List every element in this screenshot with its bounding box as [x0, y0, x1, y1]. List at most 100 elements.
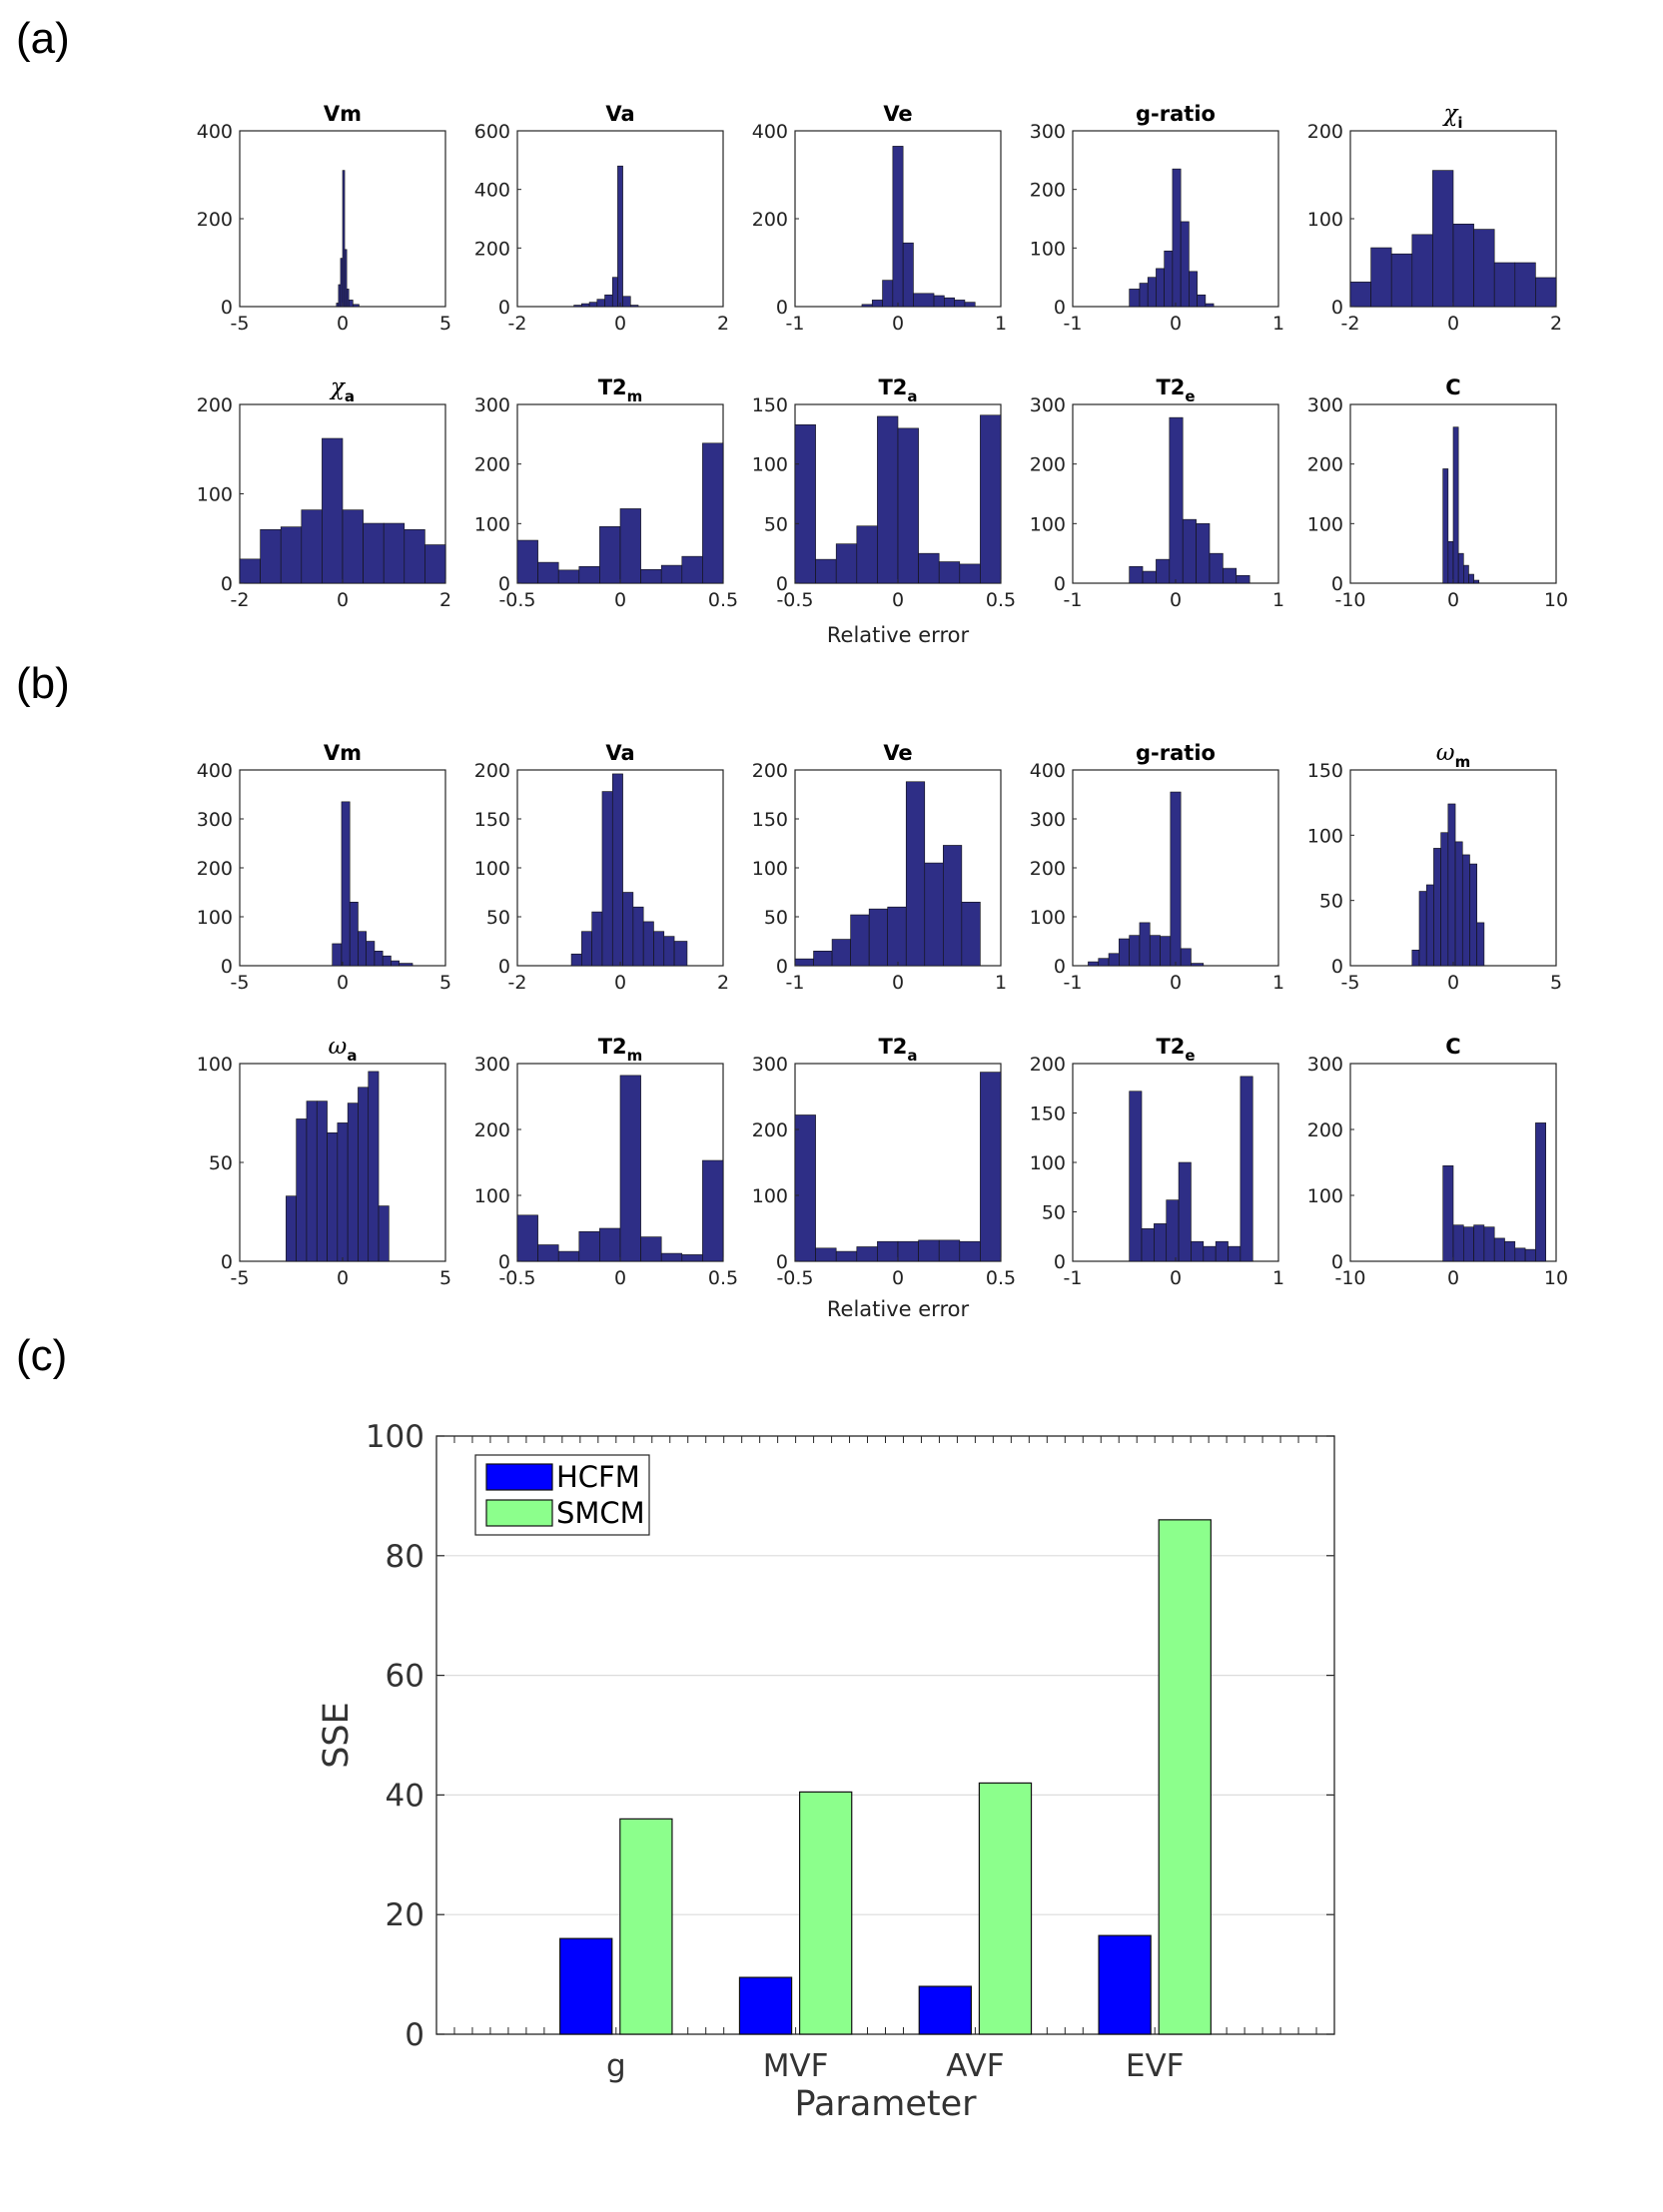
x-tick-label: 0: [892, 1267, 904, 1289]
y-tick-label: 300: [1030, 121, 1066, 143]
histogram-bar: [622, 296, 631, 308]
y-tick-label: 0: [221, 1251, 233, 1273]
histogram-bar: [1493, 1237, 1505, 1262]
y-tick-label: 50: [764, 907, 788, 929]
histogram-bar: [905, 781, 926, 967]
subplot-title: χa: [329, 374, 355, 405]
histogram-bar: [1440, 832, 1449, 967]
histogram-bar: [516, 539, 538, 584]
histogram-bar: [1142, 570, 1157, 584]
histogram-bar: [1129, 565, 1144, 584]
y-tick-label: 200: [197, 858, 233, 880]
y-tick-label: 100: [474, 1185, 510, 1207]
y-tick-label: 200: [474, 238, 510, 260]
y-tick-label: 0: [1331, 573, 1343, 595]
x-tick-label: 1: [1272, 972, 1284, 994]
histogram-bar: [681, 555, 703, 584]
histogram-bar: [835, 543, 858, 584]
y-tick-label: 0: [1331, 297, 1343, 319]
histogram-bar: [581, 303, 590, 308]
subplot-title: χi: [1441, 101, 1462, 132]
histogram-bar: [368, 1071, 380, 1262]
y-tick-label: 0: [498, 1251, 510, 1273]
x-tick-label: 0.5: [986, 589, 1016, 611]
y-tick-label: 100: [197, 1054, 233, 1076]
x-tick-label: 1: [995, 972, 1007, 994]
y-tick-label: 150: [1030, 1104, 1066, 1125]
histogram-bar: [537, 561, 559, 584]
y-tick-label: 300: [752, 1054, 788, 1076]
x-tick-label: -5: [231, 313, 250, 335]
x-tick-label: 0.5: [986, 1267, 1016, 1289]
bar-smcm: [1158, 1519, 1212, 2035]
y-tick-label: 150: [474, 809, 510, 831]
histogram-bar: [1215, 1240, 1229, 1262]
x-tick-label: 5: [439, 313, 451, 335]
histogram-bar: [861, 304, 873, 308]
x-tick-label: g: [606, 2048, 626, 2084]
y-tick-label: 150: [752, 809, 788, 831]
histogram-bar: [537, 1244, 559, 1262]
histogram-bar: [383, 522, 406, 584]
y-tick-label: 0: [221, 573, 233, 595]
x-tick-label: -1: [1064, 1267, 1083, 1289]
histogram-bar: [1191, 963, 1205, 967]
subplot-title: Vm: [324, 102, 362, 126]
x-tick-label: 1: [995, 313, 1007, 335]
x-tick-label: 0.5: [708, 589, 738, 611]
histogram-bar: [342, 509, 364, 584]
y-tick-label: 200: [1030, 454, 1066, 476]
histogram-bar: [1189, 271, 1198, 308]
bar-hcfm: [1098, 1934, 1152, 2035]
histogram-bar: [1524, 1248, 1536, 1262]
y-tick-label: 100: [752, 454, 788, 476]
histogram-bar: [332, 943, 343, 967]
histogram-bar: [629, 305, 639, 308]
histogram-bar: [1147, 277, 1157, 308]
x-tick-label: -2: [508, 313, 527, 335]
histogram-bar: [794, 1114, 816, 1262]
bar-smcm: [798, 1791, 853, 2035]
histogram-bar: [959, 563, 981, 584]
y-tick-label: 0: [405, 2017, 424, 2053]
y-tick-label: 60: [386, 1659, 424, 1695]
histogram-bar: [892, 146, 904, 308]
y-axis-label: SSE: [317, 1702, 357, 1769]
x-tick-label: MVF: [763, 2048, 829, 2084]
y-tick-label: 100: [752, 1185, 788, 1207]
x-tick-label: -5: [231, 1267, 250, 1289]
histogram-bar: [1469, 863, 1477, 967]
y-tick-label: 200: [1030, 858, 1066, 880]
y-tick-label: 200: [752, 1119, 788, 1141]
x-tick-label: 0: [892, 972, 904, 994]
histogram-bar: [980, 414, 1002, 584]
bar-chart-c: 0 20 40 60 80 100 g MVF AVF EVF Parameter SSE HCFMSM…: [317, 1419, 1335, 2124]
histogram-bar: [382, 955, 392, 967]
histogram-bar: [599, 526, 621, 584]
y-tick-label: 200: [1030, 1054, 1066, 1076]
y-tick-label: 200: [474, 760, 510, 782]
legend-swatch-hcfm: [485, 1463, 553, 1491]
y-tick-label: 0: [1054, 956, 1066, 978]
y-tick-label: 0: [498, 297, 510, 319]
histogram-bar: [902, 242, 914, 308]
histogram-bar: [1203, 1245, 1217, 1262]
x-tick-label: 0: [1170, 1267, 1182, 1289]
histogram-bar: [1442, 1165, 1454, 1262]
x-tick-label: -2: [231, 589, 250, 611]
y-tick-label: 300: [1030, 394, 1066, 416]
y-tick-label: 50: [209, 1152, 233, 1174]
subplot-title: ωm: [1436, 740, 1470, 771]
histogram-bar: [346, 289, 350, 308]
histogram-bar: [1223, 567, 1238, 584]
histogram-bar: [286, 1195, 297, 1262]
y-tick-label: 600: [474, 121, 510, 143]
histogram-bar: [588, 302, 598, 308]
x-tick-label: 5: [1550, 972, 1562, 994]
legend-label: HCFM: [556, 1460, 640, 1494]
histogram-bar: [959, 1240, 981, 1262]
y-tick-label: 200: [1307, 454, 1343, 476]
